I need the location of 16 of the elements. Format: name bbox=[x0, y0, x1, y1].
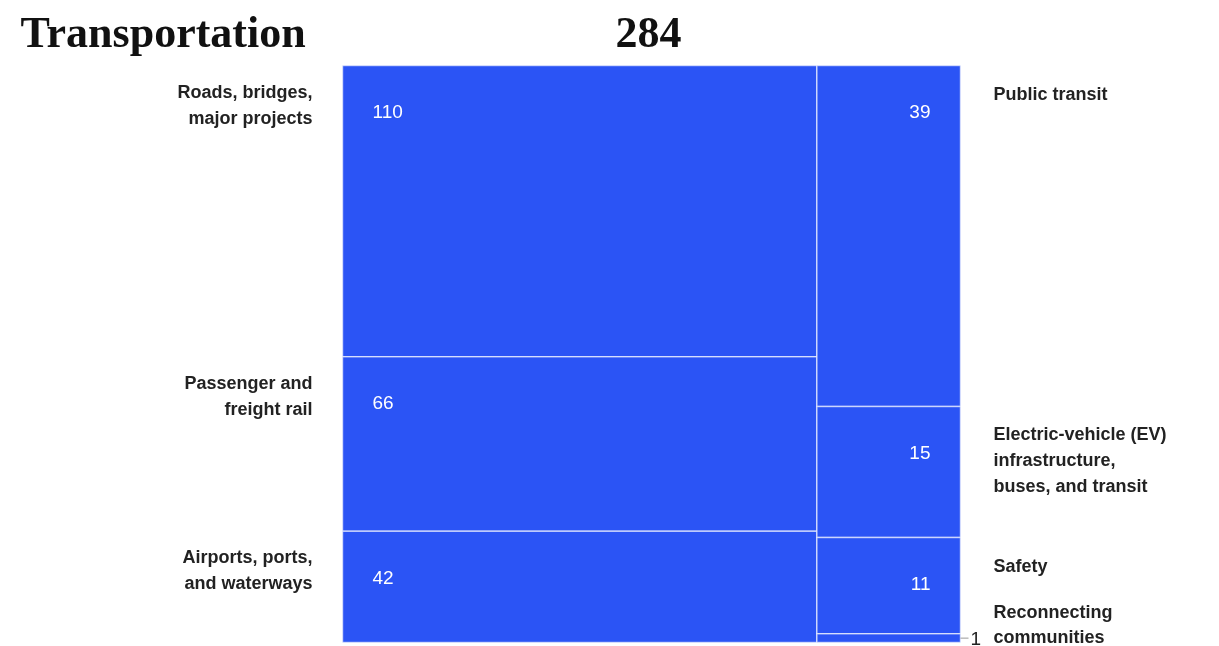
category-label: Public transit bbox=[993, 83, 1108, 104]
text: Transportation bbox=[20, 8, 306, 57]
category-label: Roads, bridges, major projects bbox=[177, 81, 313, 128]
data-label: 1 bbox=[970, 627, 982, 646]
data-label: 42 bbox=[372, 566, 394, 588]
category-label: Passenger and freight rail bbox=[184, 372, 313, 419]
data-label: 66 bbox=[372, 392, 394, 414]
data-label: 39 bbox=[909, 101, 931, 122]
data-label: 15 bbox=[909, 441, 931, 463]
data-label: 110 bbox=[372, 101, 403, 122]
category-label: Safety bbox=[993, 555, 1048, 576]
category-label: Reconnecting communities bbox=[993, 601, 1113, 646]
category-label: Electric-vehicle (EV) infrastructure, buses, and transit bbox=[993, 424, 1167, 497]
text: 284 bbox=[615, 8, 682, 57]
data-label: 11 bbox=[910, 573, 931, 595]
category-label: Airports, ports, and waterways bbox=[182, 547, 313, 594]
